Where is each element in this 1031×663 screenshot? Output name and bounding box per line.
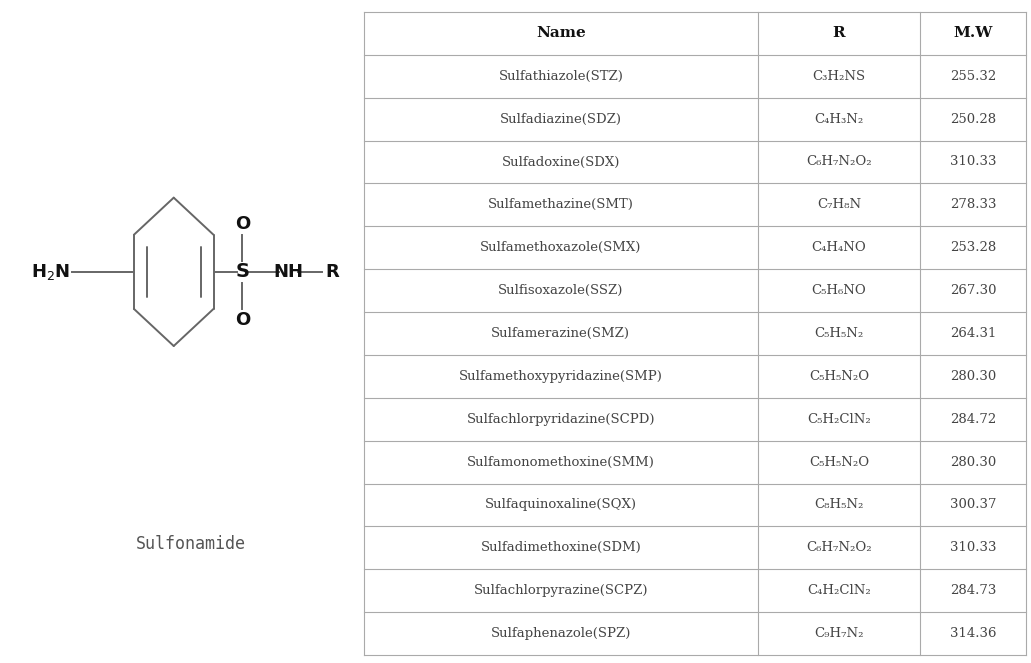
Text: Sulfadimethoxine(SDM): Sulfadimethoxine(SDM) [480,542,641,554]
Text: 280.30: 280.30 [950,370,996,383]
Text: H$_2$N: H$_2$N [31,262,70,282]
Text: S: S [235,263,250,281]
Text: NH: NH [273,263,303,281]
Text: Sulfadoxine(SDX): Sulfadoxine(SDX) [502,156,620,168]
Text: Sulfamerazine(SMZ): Sulfamerazine(SMZ) [492,327,630,340]
Text: C₅H₆NO: C₅H₆NO [811,284,866,297]
Text: C₈H₅N₂: C₈H₅N₂ [814,499,864,511]
Text: 250.28: 250.28 [950,113,996,125]
Text: Sulfamethazine(SMT): Sulfamethazine(SMT) [488,198,634,211]
Text: Sulfathiazole(STZ): Sulfathiazole(STZ) [498,70,624,83]
Text: 278.33: 278.33 [950,198,996,211]
Text: Name: Name [536,27,586,40]
Text: Sulfachlorpyrazine(SCPZ): Sulfachlorpyrazine(SCPZ) [473,584,648,597]
Text: C₄H₂ClN₂: C₄H₂ClN₂ [807,584,871,597]
Text: C₆H₇N₂O₂: C₆H₇N₂O₂ [806,156,871,168]
Text: 300.37: 300.37 [950,499,996,511]
Text: Sulfachlorpyridazine(SCPD): Sulfachlorpyridazine(SCPD) [467,413,655,426]
Text: 284.72: 284.72 [950,413,996,426]
Text: 310.33: 310.33 [950,156,996,168]
Text: R: R [833,27,845,40]
Text: O: O [235,311,251,329]
Text: 310.33: 310.33 [950,542,996,554]
Text: Sulfamethoxypyridazine(SMP): Sulfamethoxypyridazine(SMP) [459,370,663,383]
Text: M.W: M.W [954,27,993,40]
Text: C₅H₅N₂: C₅H₅N₂ [814,327,864,340]
Text: 284.73: 284.73 [950,584,996,597]
Text: C₄H₃N₂: C₄H₃N₂ [814,113,864,125]
Text: C₅H₅N₂O: C₅H₅N₂O [808,370,869,383]
Text: C₅H₂ClN₂: C₅H₂ClN₂ [807,413,871,426]
Text: Sulfamethoxazole(SMX): Sulfamethoxazole(SMX) [480,241,641,254]
Text: C₇H₈N: C₇H₈N [817,198,861,211]
Text: C₃H₂NS: C₃H₂NS [812,70,865,83]
Text: C₆H₇N₂O₂: C₆H₇N₂O₂ [806,542,871,554]
Text: 253.28: 253.28 [950,241,996,254]
Text: Sulfisoxazole(SSZ): Sulfisoxazole(SSZ) [498,284,624,297]
Text: 280.30: 280.30 [950,455,996,469]
Text: R: R [326,263,339,281]
Text: Sulfamonomethoxine(SMM): Sulfamonomethoxine(SMM) [467,455,655,469]
Text: 255.32: 255.32 [950,70,996,83]
Text: 264.31: 264.31 [950,327,996,340]
Text: Sulfaphenazole(SPZ): Sulfaphenazole(SPZ) [491,627,631,640]
Text: 267.30: 267.30 [950,284,996,297]
Text: C₉H₇N₂: C₉H₇N₂ [814,627,864,640]
Text: Sulfadiazine(SDZ): Sulfadiazine(SDZ) [500,113,622,125]
Text: O: O [235,215,251,233]
Text: Sulfaquinoxaline(SQX): Sulfaquinoxaline(SQX) [485,499,637,511]
Text: C₄H₄NO: C₄H₄NO [811,241,866,254]
Text: C₅H₅N₂O: C₅H₅N₂O [808,455,869,469]
Text: 314.36: 314.36 [950,627,996,640]
Text: Sulfonamide: Sulfonamide [136,534,245,553]
